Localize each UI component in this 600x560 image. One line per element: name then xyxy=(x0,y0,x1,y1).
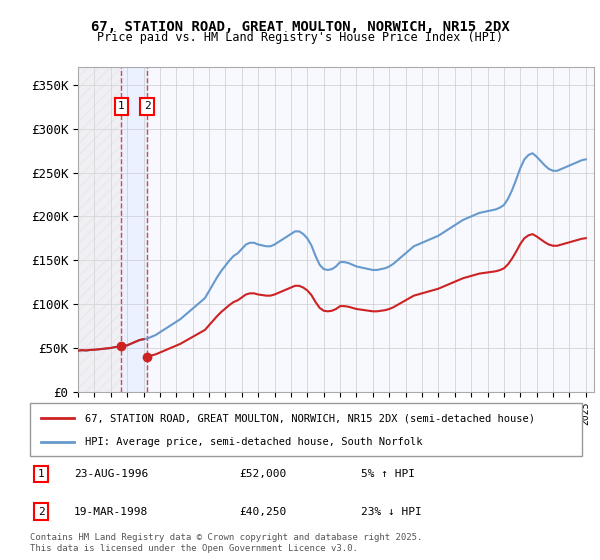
Text: £40,250: £40,250 xyxy=(240,507,287,517)
Text: 67, STATION ROAD, GREAT MOULTON, NORWICH, NR15 2DX (semi-detached house): 67, STATION ROAD, GREAT MOULTON, NORWICH… xyxy=(85,413,535,423)
Text: Contains HM Land Registry data © Crown copyright and database right 2025.
This d: Contains HM Land Registry data © Crown c… xyxy=(30,533,422,553)
Text: 23% ↓ HPI: 23% ↓ HPI xyxy=(361,507,422,517)
FancyBboxPatch shape xyxy=(30,403,582,456)
Text: 1: 1 xyxy=(38,469,44,479)
Text: 23-AUG-1996: 23-AUG-1996 xyxy=(74,469,148,479)
Text: 2: 2 xyxy=(144,101,151,111)
Bar xyxy=(121,67,147,392)
Text: 2: 2 xyxy=(38,507,44,517)
Text: 67, STATION ROAD, GREAT MOULTON, NORWICH, NR15 2DX: 67, STATION ROAD, GREAT MOULTON, NORWICH… xyxy=(91,20,509,34)
Text: £52,000: £52,000 xyxy=(240,469,287,479)
Text: Price paid vs. HM Land Registry's House Price Index (HPI): Price paid vs. HM Land Registry's House … xyxy=(97,31,503,44)
Text: 5% ↑ HPI: 5% ↑ HPI xyxy=(361,469,415,479)
Text: 19-MAR-1998: 19-MAR-1998 xyxy=(74,507,148,517)
Bar xyxy=(78,67,121,392)
Text: HPI: Average price, semi-detached house, South Norfolk: HPI: Average price, semi-detached house,… xyxy=(85,436,422,446)
Text: 1: 1 xyxy=(118,101,125,111)
